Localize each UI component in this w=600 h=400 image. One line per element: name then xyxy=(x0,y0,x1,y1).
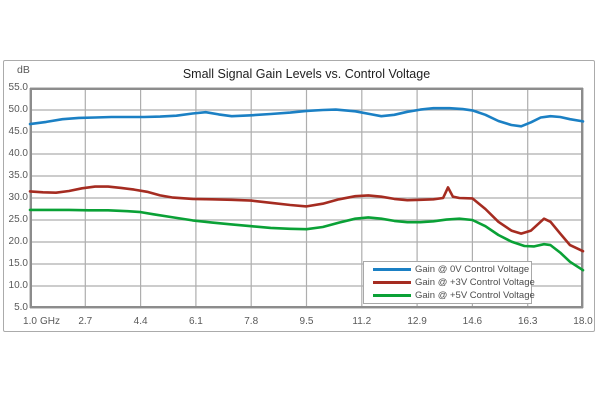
plot-frame xyxy=(30,88,583,308)
legend-line-swatch xyxy=(373,294,411,297)
y-tick-label: 30.0 xyxy=(8,192,28,203)
y-tick-label: 40.0 xyxy=(8,148,28,159)
y-tick-label: 5.0 xyxy=(14,302,28,313)
x-tick-label: 12.9 xyxy=(407,316,427,327)
y-axis-unit-label: dB xyxy=(17,64,30,76)
legend-item: Gain @ +5V Control Voltage xyxy=(364,290,535,301)
x-tick-label: 2.7 xyxy=(78,316,93,327)
legend-label: Gain @ 0V Control Voltage xyxy=(415,264,530,275)
legend-item: Gain @ +3V Control Voltage xyxy=(364,277,535,288)
x-tick-label: 16.3 xyxy=(517,316,538,327)
y-tick-label: 25.0 xyxy=(8,214,28,225)
y-tick-label: 20.0 xyxy=(8,236,28,247)
x-tick-label: 18.0 xyxy=(573,316,593,327)
series-line-1 xyxy=(28,185,585,253)
y-tick-label: 35.0 xyxy=(8,170,28,181)
legend-line-swatch xyxy=(373,268,411,271)
x-tick-label: 1.0 xyxy=(23,316,37,327)
series-line-2 xyxy=(28,208,585,272)
y-tick-label: 10.0 xyxy=(8,280,28,291)
x-tick-label: 11.2 xyxy=(352,316,372,327)
series-line-0 xyxy=(28,106,585,128)
legend-item: Gain @ 0V Control Voltage xyxy=(364,264,531,275)
legend-line-swatch xyxy=(373,281,411,284)
y-tick-label: 55.0 xyxy=(8,82,28,93)
plot-area xyxy=(28,87,585,309)
x-tick-label: 9.5 xyxy=(299,316,314,327)
legend-label: Gain @ +5V Control Voltage xyxy=(415,290,535,301)
chart-title: Small Signal Gain Levels vs. Control Vol… xyxy=(182,67,431,81)
y-tick-label: 45.0 xyxy=(8,126,28,137)
x-tick-label: 6.1 xyxy=(188,316,203,327)
y-tick-label: 15.0 xyxy=(8,258,28,269)
x-tick-label: 14.6 xyxy=(462,316,483,327)
legend-label: Gain @ +3V Control Voltage xyxy=(415,277,535,288)
x-tick-label: 7.8 xyxy=(244,316,259,327)
legend: Gain @ 0V Control Voltage Gain @ +3V Cont… xyxy=(363,261,535,304)
x-tick-label: 4.4 xyxy=(133,316,148,327)
y-tick-label: 50.0 xyxy=(8,104,28,115)
x-axis-unit-label: GHz xyxy=(40,316,60,327)
